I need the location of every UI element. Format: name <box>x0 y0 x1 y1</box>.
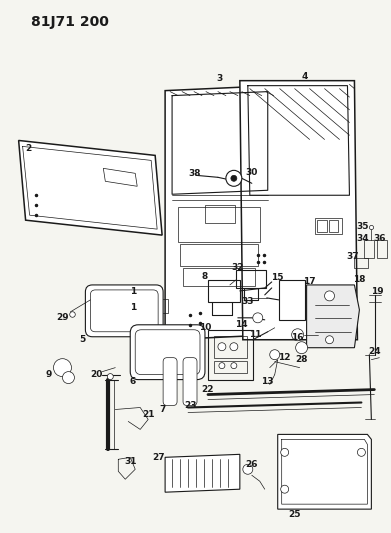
Text: 1: 1 <box>130 287 136 296</box>
Text: 23: 23 <box>184 401 196 410</box>
Text: 20: 20 <box>90 370 102 379</box>
Bar <box>315 218 343 234</box>
Circle shape <box>292 329 304 341</box>
Bar <box>205 205 235 223</box>
Text: 14: 14 <box>235 320 248 329</box>
Text: 15: 15 <box>271 273 284 282</box>
Text: 33: 33 <box>242 297 254 306</box>
Text: 29: 29 <box>56 313 69 322</box>
Text: 10: 10 <box>199 324 211 332</box>
Bar <box>183 268 255 286</box>
Text: 16: 16 <box>291 333 304 342</box>
Text: 2: 2 <box>25 144 32 153</box>
Bar <box>377 240 387 258</box>
Bar <box>236 270 266 288</box>
Text: 37: 37 <box>346 252 359 261</box>
Bar <box>279 280 305 320</box>
Text: 25: 25 <box>289 510 301 519</box>
Text: 38: 38 <box>189 169 201 178</box>
Text: 28: 28 <box>295 355 308 364</box>
FancyBboxPatch shape <box>163 358 177 406</box>
Text: 21: 21 <box>142 410 154 419</box>
Bar <box>364 240 374 258</box>
Text: 11: 11 <box>249 330 261 340</box>
Text: 6: 6 <box>129 377 135 386</box>
Polygon shape <box>165 454 240 492</box>
Bar <box>180 244 258 266</box>
Polygon shape <box>307 285 359 348</box>
Text: 81J71 200: 81J71 200 <box>30 15 108 29</box>
Bar <box>328 220 339 232</box>
Text: 22: 22 <box>202 385 214 394</box>
Text: 24: 24 <box>368 347 381 356</box>
Circle shape <box>357 448 366 456</box>
Polygon shape <box>240 80 357 340</box>
Polygon shape <box>165 86 275 340</box>
Text: 3: 3 <box>217 74 223 83</box>
Text: 17: 17 <box>303 278 316 286</box>
Text: 18: 18 <box>353 276 366 285</box>
Circle shape <box>226 171 242 187</box>
Text: 7: 7 <box>159 405 165 414</box>
Text: 8: 8 <box>202 272 208 281</box>
Text: 34: 34 <box>356 233 369 243</box>
FancyBboxPatch shape <box>85 285 163 337</box>
Circle shape <box>243 464 253 474</box>
Circle shape <box>281 448 289 456</box>
Text: 32: 32 <box>231 263 244 272</box>
FancyBboxPatch shape <box>130 325 205 379</box>
Circle shape <box>219 362 225 369</box>
Text: 35: 35 <box>356 222 369 231</box>
Text: 1: 1 <box>130 303 136 312</box>
Bar <box>178 207 260 242</box>
Bar <box>214 336 247 358</box>
Circle shape <box>296 342 308 354</box>
Circle shape <box>63 372 74 384</box>
Text: 36: 36 <box>373 233 386 243</box>
Text: 9: 9 <box>45 370 52 379</box>
Bar <box>208 330 253 379</box>
Text: 4: 4 <box>301 72 308 81</box>
Polygon shape <box>103 168 137 187</box>
Circle shape <box>218 343 226 351</box>
Circle shape <box>281 485 289 493</box>
Circle shape <box>54 359 72 377</box>
Circle shape <box>231 362 237 369</box>
Text: 31: 31 <box>124 457 136 466</box>
Text: 13: 13 <box>262 377 274 386</box>
Circle shape <box>325 291 335 301</box>
FancyBboxPatch shape <box>183 358 197 406</box>
Bar <box>158 299 168 313</box>
Text: 19: 19 <box>371 287 384 296</box>
Text: 5: 5 <box>79 335 86 344</box>
Polygon shape <box>19 141 162 235</box>
Bar <box>317 220 326 232</box>
Circle shape <box>253 313 263 323</box>
Bar <box>354 258 368 268</box>
Circle shape <box>270 350 280 360</box>
Circle shape <box>231 175 237 181</box>
Bar <box>208 280 240 302</box>
Text: 26: 26 <box>246 460 258 469</box>
Circle shape <box>230 343 238 351</box>
Text: 27: 27 <box>152 453 165 462</box>
Circle shape <box>107 374 113 379</box>
Bar <box>214 361 247 373</box>
Text: 30: 30 <box>246 168 258 177</box>
Bar <box>140 295 152 315</box>
Text: 12: 12 <box>278 353 291 362</box>
Circle shape <box>326 336 334 344</box>
Polygon shape <box>278 434 371 509</box>
